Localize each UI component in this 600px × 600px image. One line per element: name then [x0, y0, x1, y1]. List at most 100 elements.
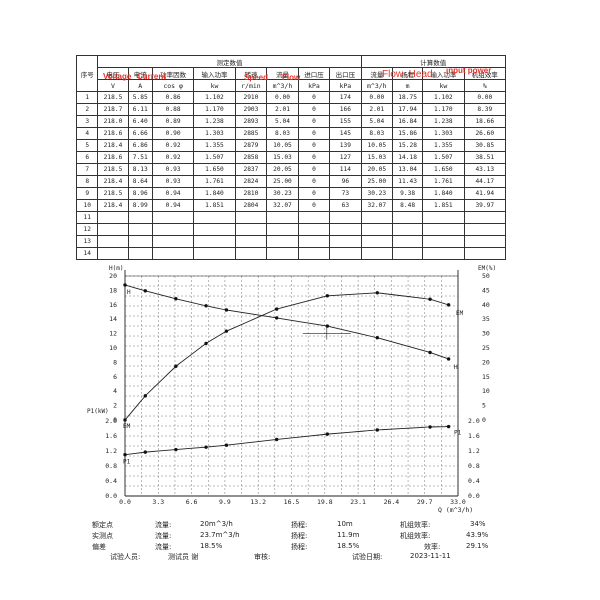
table-cell: [463, 223, 507, 236]
table-cell: 0: [297, 139, 331, 152]
table-cell: 145: [329, 127, 362, 140]
table-cell: 8.03: [360, 127, 394, 140]
efficiency-point: [123, 418, 127, 422]
table-cell: 0.88: [151, 103, 195, 116]
table-cell: 1: [75, 91, 99, 104]
table-cell: 8.03: [266, 127, 299, 140]
table-cell: 218.6: [97, 127, 129, 140]
table-row: 9 218.5 8.96 0.94 1.840 2810 30.23 0 73 30.23 9.38…: [75, 187, 507, 200]
power-point: [428, 425, 432, 429]
power-point: [375, 428, 379, 432]
table-cell: 2837: [234, 163, 268, 176]
h-axis-tick-label: 20: [109, 272, 117, 280]
table-cell: 8.64: [127, 175, 153, 188]
eff-axis-tick-label: 35: [482, 315, 490, 323]
eff-axis-tick-label: 25: [482, 344, 490, 352]
col-header-inlet-pressure: 进口压: [297, 67, 331, 80]
table-cell: [127, 247, 153, 260]
table-cell: 7.51: [127, 151, 153, 164]
unit-cell: kw: [422, 79, 465, 92]
head-point: [325, 324, 330, 328]
head-point: [174, 297, 178, 301]
table-cell: [422, 211, 465, 224]
table-cell: [266, 235, 299, 248]
table-cell: 11.43: [392, 175, 424, 188]
table-cell: [297, 247, 331, 260]
table-cell: 30.23: [266, 187, 299, 200]
flow-label-rated: 流量:: [155, 521, 172, 529]
head-label-actual: 扬程:: [291, 532, 308, 540]
reviewer-label: 审核:: [254, 553, 271, 561]
p-axis-tick-label: 2.0: [105, 417, 117, 425]
table-cell: 20.05: [266, 163, 299, 176]
table-cell: 2.01: [266, 103, 299, 116]
x-axis-tick-label: 23.1: [350, 498, 366, 506]
table-cell: 155: [329, 115, 362, 128]
rated-eff-value: 34%: [470, 520, 486, 528]
table-cell: 25.00: [360, 175, 394, 188]
x-axis-label: Q (m^3/h): [438, 506, 473, 514]
table-row: 12: [75, 223, 507, 236]
power-point: [274, 437, 279, 442]
efficiency-point: [446, 303, 451, 307]
head-label-rated: 扬程:: [291, 521, 308, 529]
eff-label-dev: 效率:: [424, 543, 441, 551]
table-cell: 2903: [234, 103, 268, 116]
table-cell: 218.4: [97, 175, 129, 188]
table-cell: 0: [297, 127, 331, 140]
table-cell: [127, 223, 153, 236]
table-cell: 6: [75, 151, 99, 164]
h-axis-tick-label: 8: [113, 358, 117, 366]
table-cell: 0.86: [151, 91, 195, 104]
table-cell: 0.94: [151, 187, 195, 200]
eff-axis-tick-label: 30: [482, 330, 490, 338]
eff-label-actual: 机组效率:: [400, 532, 431, 540]
table-row: 5 218.4 6.86 0.92 1.355 2879 10.05 0 139 10.05 15.…: [75, 139, 507, 152]
unit-cell: kPa: [297, 79, 331, 92]
x-axis-tick-label: 33.0: [450, 498, 466, 506]
eff-axis-tick-label: 10: [482, 387, 490, 395]
col-header-index: 序号: [75, 55, 99, 92]
table-cell: 10.05: [360, 139, 394, 152]
h-axis-tick-label: 12: [109, 330, 117, 338]
table-cell: 10: [75, 199, 99, 212]
table-cell: 2824: [234, 175, 268, 188]
table-cell: 73: [329, 187, 362, 200]
table-cell: 41.94: [463, 187, 507, 200]
table-cell: 218.6: [97, 151, 129, 164]
table-row: 6 218.6 7.51 0.92 1.507 2858 15.03 0 127 15.03 14.…: [75, 151, 507, 164]
annotation-flow-head: Flow ,Head: [382, 69, 433, 80]
table-cell: 139: [329, 139, 362, 152]
table-cell: 0.93: [151, 175, 195, 188]
table-cell: [193, 247, 236, 260]
test-date-value: 2023-11-11: [410, 552, 451, 560]
p-right-axis-tick-label: 0.4: [468, 477, 480, 485]
actual-point-label: 实测点: [92, 532, 113, 540]
p-axis-tick-label: 0.0: [105, 492, 117, 500]
table-cell: 1.238: [193, 115, 236, 128]
head-point: [446, 357, 451, 361]
p-right-axis-tick-label: 1.6: [468, 432, 480, 440]
table-cell: [151, 247, 195, 260]
p-axis-tick-label: 1.6: [105, 432, 117, 440]
table-cell: 2858: [234, 151, 268, 164]
table-cell: 14: [75, 247, 99, 260]
table-cell: 1.840: [422, 187, 465, 200]
eff-axis-tick-label: 40: [482, 301, 490, 309]
head-point: [123, 283, 127, 287]
dev-head-value: 18.5%: [337, 542, 360, 550]
table-cell: 11: [75, 211, 99, 224]
eff-axis-tick-label: 0: [482, 416, 486, 424]
table-cell: [193, 211, 236, 224]
head-point: [428, 350, 432, 355]
efficiency-point: [224, 329, 229, 333]
table-cell: [193, 223, 236, 236]
x-axis-tick-label: 26.4: [384, 498, 400, 506]
table-cell: 63: [329, 199, 362, 212]
table-cell: 0: [297, 151, 331, 164]
table-cell: 96: [329, 175, 362, 188]
table-cell: [234, 235, 268, 248]
table-cell: 4: [75, 127, 99, 140]
annotation-current: Current: [137, 72, 166, 81]
efficiency-point: [325, 294, 330, 298]
